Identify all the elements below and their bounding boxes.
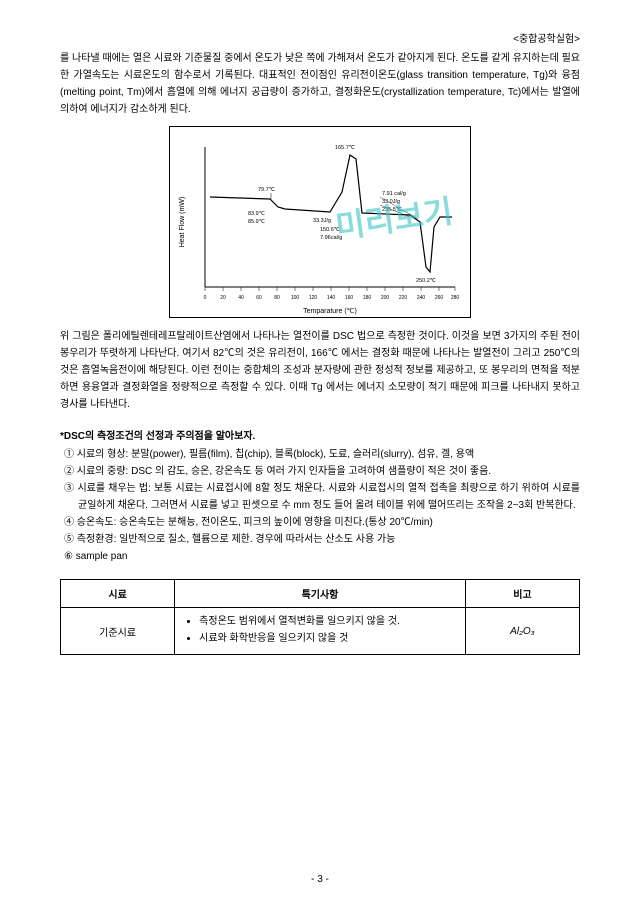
svg-text:280: 280 (451, 295, 460, 301)
svg-text:0: 0 (204, 295, 207, 301)
cell-sample: 기준시료 (61, 608, 175, 655)
th-note: 비고 (465, 580, 579, 608)
svg-text:7.96cal/g: 7.96cal/g (320, 235, 342, 241)
table-header-row: 시료 특기사항 비고 (61, 580, 580, 608)
list-item-3: ③ 시료를 채우는 법: 보통 시료는 시료접시에 8할 정도 채운다. 시료와… (60, 480, 580, 514)
svg-text:85.9℃: 85.9℃ (248, 219, 266, 225)
svg-text:40: 40 (238, 295, 244, 301)
svg-text:120: 120 (309, 295, 318, 301)
svg-text:20: 20 (220, 295, 226, 301)
cell-note: Al₂O₃ (465, 608, 579, 655)
list-item-2: ② 시료의 중량: DSC 의 감도, 승온, 강온속도 등 여러 가지 인자들… (60, 463, 580, 480)
th-spec: 특기사항 (175, 580, 466, 608)
svg-text:60: 60 (256, 295, 262, 301)
bullet-1: 측정온도 범위에서 열적변화를 일으키지 않을 것. (199, 614, 457, 629)
svg-text:200: 200 (381, 295, 390, 301)
svg-text:250.2℃: 250.2℃ (416, 278, 437, 284)
paragraph-intro: 를 나타낼 때에는 열은 시료와 기준물질 중에서 온도가 낮은 쪽에 가해져서… (60, 50, 580, 118)
svg-text:180: 180 (363, 295, 372, 301)
bullet-2: 시료와 화학반응을 일으키지 않을 것 (199, 631, 457, 646)
svg-text:100: 100 (291, 295, 300, 301)
svg-text:140: 140 (327, 295, 336, 301)
dsc-chart: 미리보기 (169, 126, 471, 318)
module-label: <중합공학실험> (513, 30, 580, 45)
x-axis-label: Temparature (℃) (303, 308, 357, 315)
svg-text:79.7℃: 79.7℃ (258, 187, 276, 193)
svg-text:7.91 cal/g: 7.91 cal/g (382, 191, 406, 197)
svg-text:33.3J/g: 33.3J/g (313, 218, 331, 224)
list-item-4: ④ 승온속도: 승온속도는 분해능, 전이온도, 피크의 높이에 영향을 미친다… (60, 514, 580, 531)
page-number: - 3 - (60, 874, 580, 885)
svg-text:160: 160 (345, 295, 354, 301)
table-row: 기준시료 측정온도 범위에서 열적변화를 일으키지 않을 것. 시료와 화학반응… (61, 608, 580, 655)
formula-al2o3: Al₂O₃ (510, 626, 534, 637)
section-heading: *DSC의 측정조건의 선정과 주의점을 알아보자. (60, 427, 580, 442)
svg-text:260: 260 (435, 295, 444, 301)
paragraph-discussion: 위 그림은 폴리에틸렌테레프탈레이트산염에서 나타나는 열전이를 DSC 법으로… (60, 328, 580, 413)
list-item-1: ① 시료의 형상: 분말(power), 필름(film), 칩(chip), … (60, 446, 580, 463)
svg-text:83.9℃: 83.9℃ (248, 211, 266, 217)
y-axis-label: Heat Flow (mW) (179, 197, 186, 248)
cell-spec: 측정온도 범위에서 열적변화를 일으키지 않을 것. 시료와 화학반응을 일으키… (175, 608, 466, 655)
list-item-5: ⑤ 측정환경: 일반적으로 질소, 헬륨으로 제한. 경우에 따라서는 산소도 … (60, 531, 580, 548)
page-root: <중합공학실험> 를 나타낼 때에는 열은 시료와 기준물질 중에서 온도가 낮… (0, 0, 640, 905)
svg-text:165.7℃: 165.7℃ (335, 145, 356, 151)
svg-text:150.6℃: 150.6℃ (320, 227, 341, 233)
svg-text:220: 220 (399, 295, 408, 301)
dsc-curve-svg: 0 20 40 60 80 100 120 140 160 180 200 22… (170, 127, 470, 317)
spec-table: 시료 특기사항 비고 기준시료 측정온도 범위에서 열적변화를 일으키지 않을 … (60, 579, 580, 655)
svg-text:240: 240 (417, 295, 426, 301)
th-sample: 시료 (61, 580, 175, 608)
svg-text:80: 80 (274, 295, 280, 301)
list-item-6: ⑥ sample pan (60, 548, 580, 565)
